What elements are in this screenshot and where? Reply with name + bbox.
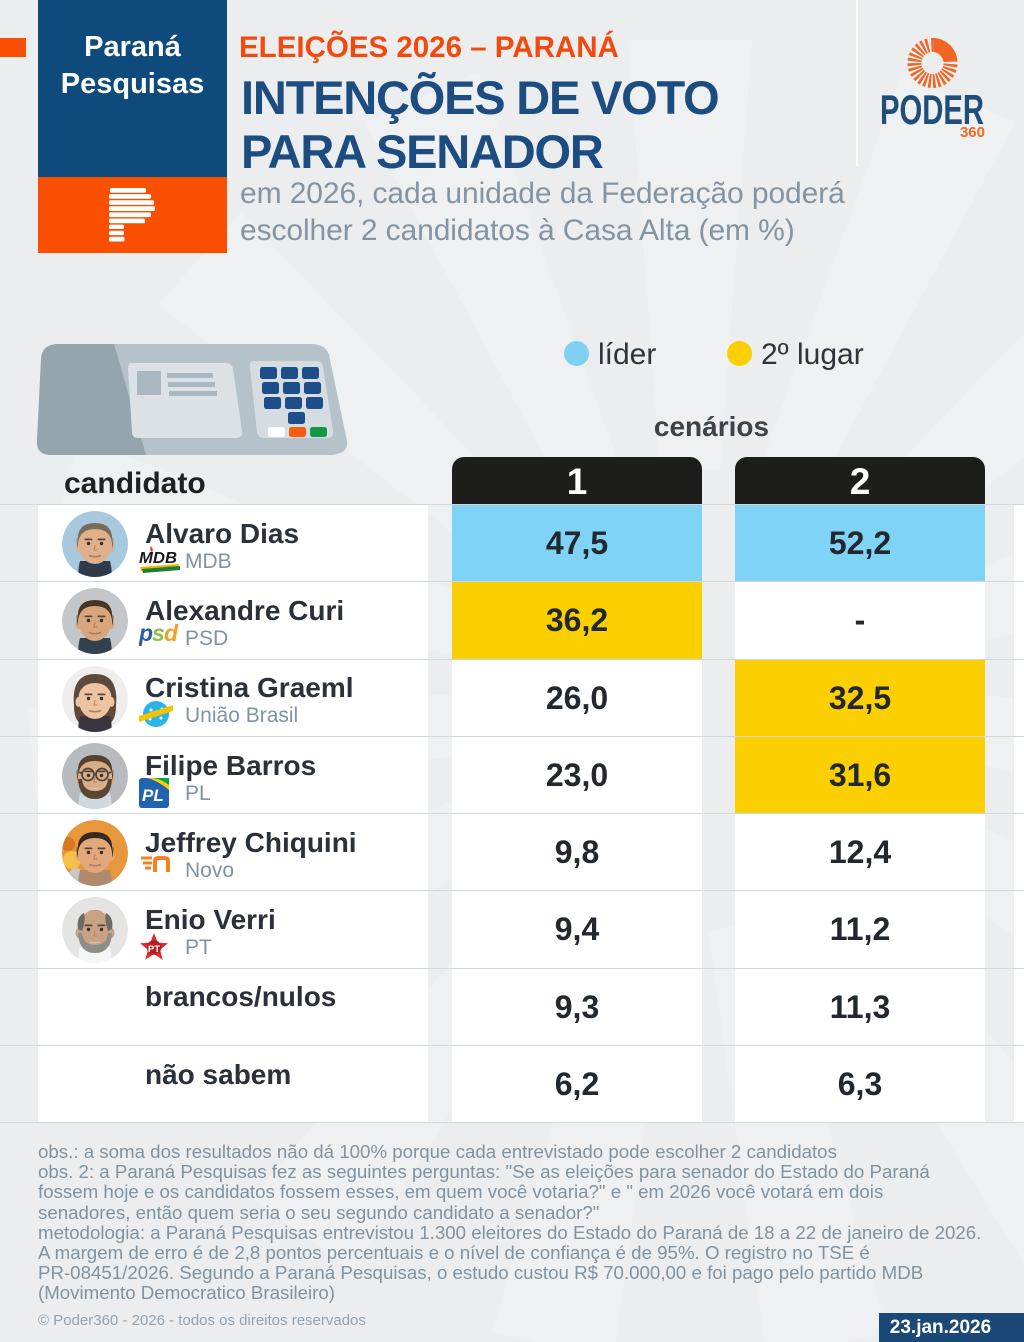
svg-text:PL: PL: [142, 786, 164, 805]
svg-text:MDB: MDB: [139, 550, 177, 567]
svg-text:PT: PT: [148, 944, 160, 955]
svg-text:d: d: [164, 623, 179, 646]
svg-text:s: s: [152, 623, 165, 646]
svg-text:PODER: PODER: [880, 87, 984, 129]
svg-text:p: p: [139, 623, 153, 646]
